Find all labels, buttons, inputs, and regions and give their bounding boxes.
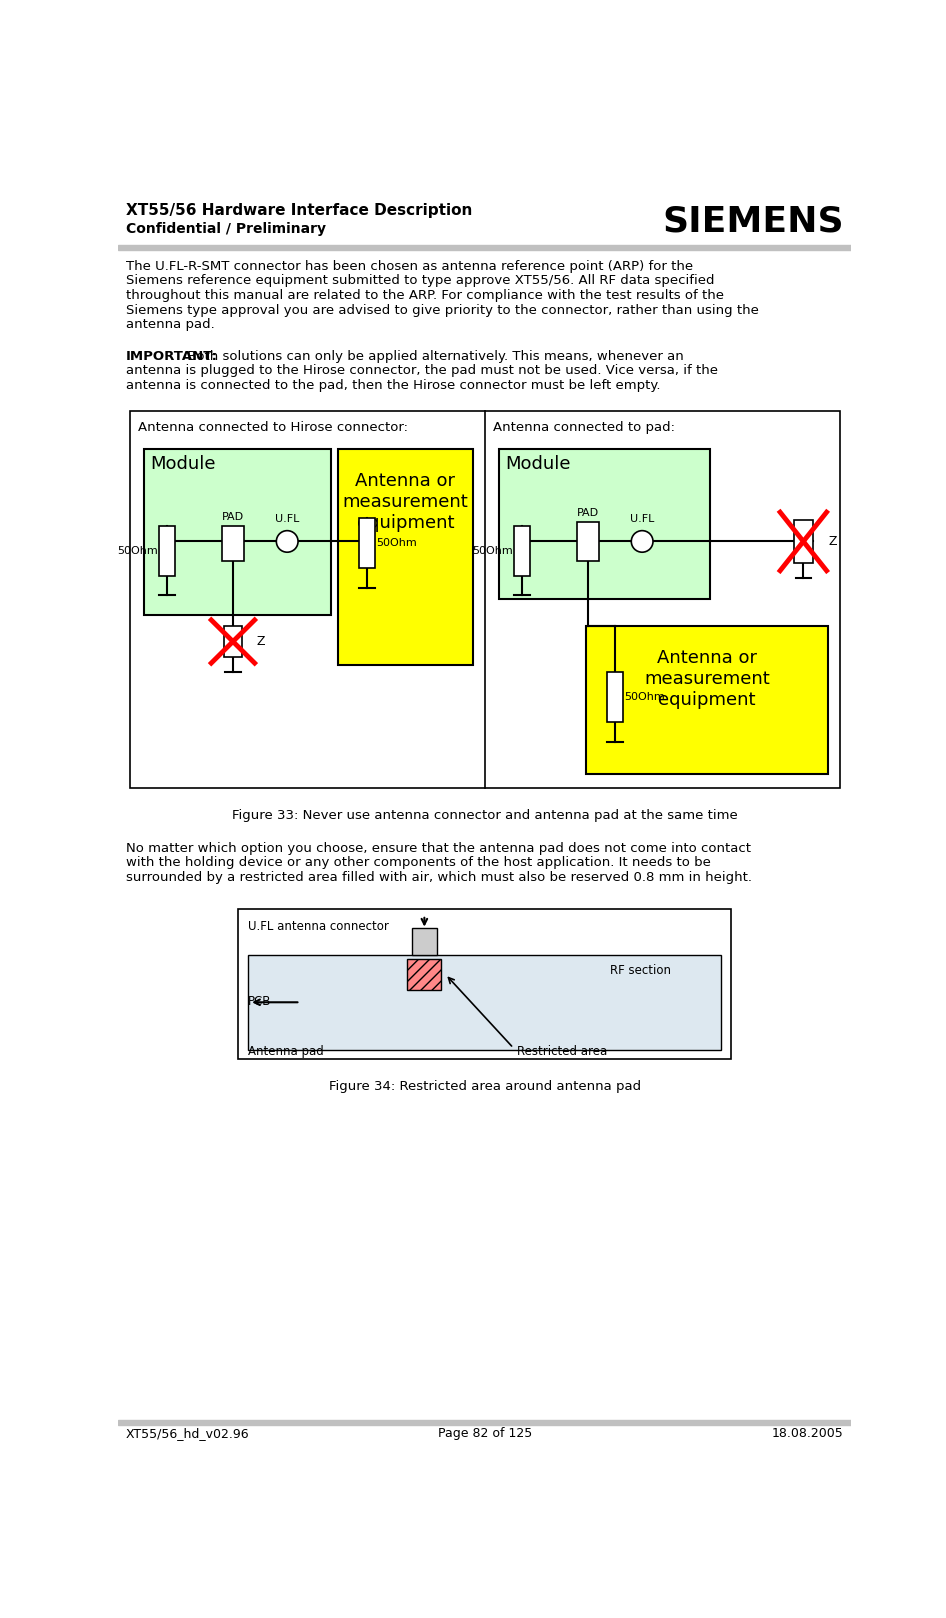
Bar: [118, 1421, 851, 1424]
Text: 18.08.2005: 18.08.2005: [772, 1427, 844, 1440]
Bar: [144, 450, 331, 615]
Text: U.FL antenna connector: U.FL antenna connector: [248, 919, 389, 932]
Text: No matter which option you choose, ensure that the antenna pad does not come int: No matter which option you choose, ensur…: [126, 841, 751, 854]
Bar: [248, 955, 721, 1050]
Bar: [408, 959, 442, 990]
Bar: [412, 929, 437, 955]
Text: Figure 34: Restricted area around antenna pad: Figure 34: Restricted area around antenn…: [329, 1081, 640, 1094]
Text: Both solutions can only be applied alternatively. This means, whenever an: Both solutions can only be applied alter…: [184, 349, 684, 362]
Text: Restricted area: Restricted area: [517, 1045, 607, 1058]
Text: XT55/56_hd_v02.96: XT55/56_hd_v02.96: [126, 1427, 250, 1440]
Text: PAD: PAD: [577, 508, 599, 518]
Text: Antenna or
measurement
equipment: Antenna or measurement equipment: [342, 472, 468, 532]
Text: with the holding device or any other components of the host application. It need: with the holding device or any other com…: [126, 856, 710, 869]
Text: Confidential / Preliminary: Confidential / Preliminary: [126, 222, 326, 236]
Text: throughout this manual are related to the ARP. For compliance with the test resu: throughout this manual are related to th…: [126, 290, 724, 303]
Text: U.FL: U.FL: [630, 515, 655, 524]
Text: Siemens reference equipment submitted to type approve XT55/56. All RF data speci: Siemens reference equipment submitted to…: [126, 273, 714, 288]
Bar: [515, 526, 530, 576]
Text: Figure 33: Never use antenna connector and antenna pad at the same time: Figure 33: Never use antenna connector a…: [232, 809, 738, 822]
Text: PAD: PAD: [222, 513, 244, 523]
Bar: [130, 411, 840, 788]
Bar: [794, 519, 813, 563]
Bar: [607, 673, 622, 722]
Text: 50Ohm: 50Ohm: [377, 539, 417, 549]
Circle shape: [631, 531, 653, 552]
Text: Z: Z: [256, 634, 265, 649]
Text: Page 82 of 125: Page 82 of 125: [438, 1427, 532, 1440]
Bar: [499, 450, 710, 599]
Text: Module: Module: [150, 455, 216, 472]
Text: surrounded by a restricted area filled with air, which must also be reserved 0.8: surrounded by a restricted area filled w…: [126, 870, 752, 883]
Text: 50Ohm: 50Ohm: [624, 693, 665, 702]
Bar: [118, 244, 851, 249]
Bar: [222, 526, 244, 561]
Text: The U.FL-R-SMT connector has been chosen as antenna reference point (ARP) for th: The U.FL-R-SMT connector has been chosen…: [126, 259, 693, 272]
Text: Module: Module: [505, 455, 570, 472]
Bar: [159, 526, 175, 576]
Text: U.FL: U.FL: [275, 515, 299, 524]
Bar: [359, 518, 375, 568]
Text: antenna pad.: antenna pad.: [126, 319, 215, 332]
Bar: [586, 626, 828, 773]
Text: RF section: RF section: [610, 964, 672, 977]
Bar: [577, 523, 599, 561]
Text: Antenna or
measurement
equipment: Antenna or measurement equipment: [644, 649, 770, 709]
Bar: [338, 450, 473, 665]
Text: Antenna pad: Antenna pad: [248, 1045, 324, 1058]
Text: antenna is plugged to the Hirose connector, the pad must not be used. Vice versa: antenna is plugged to the Hirose connect…: [126, 364, 718, 377]
Text: 50Ohm: 50Ohm: [472, 545, 513, 557]
Circle shape: [276, 531, 298, 552]
Text: PCB: PCB: [248, 995, 272, 1008]
Bar: [223, 626, 242, 657]
Text: Z: Z: [828, 536, 836, 549]
Text: Antenna connected to pad:: Antenna connected to pad:: [493, 421, 674, 434]
Text: IMPORTANT:: IMPORTANT:: [126, 349, 218, 362]
Text: SIEMENS: SIEMENS: [662, 205, 844, 239]
Text: XT55/56 Hardware Interface Description: XT55/56 Hardware Interface Description: [126, 204, 472, 218]
Text: antenna is connected to the pad, then the Hirose connector must be left empty.: antenna is connected to the pad, then th…: [126, 379, 660, 392]
Bar: [238, 909, 730, 1058]
Text: Antenna connected to Hirose connector:: Antenna connected to Hirose connector:: [137, 421, 408, 434]
Text: 50Ohm: 50Ohm: [117, 545, 158, 557]
Text: Siemens type approval you are advised to give priority to the connector, rather : Siemens type approval you are advised to…: [126, 304, 759, 317]
